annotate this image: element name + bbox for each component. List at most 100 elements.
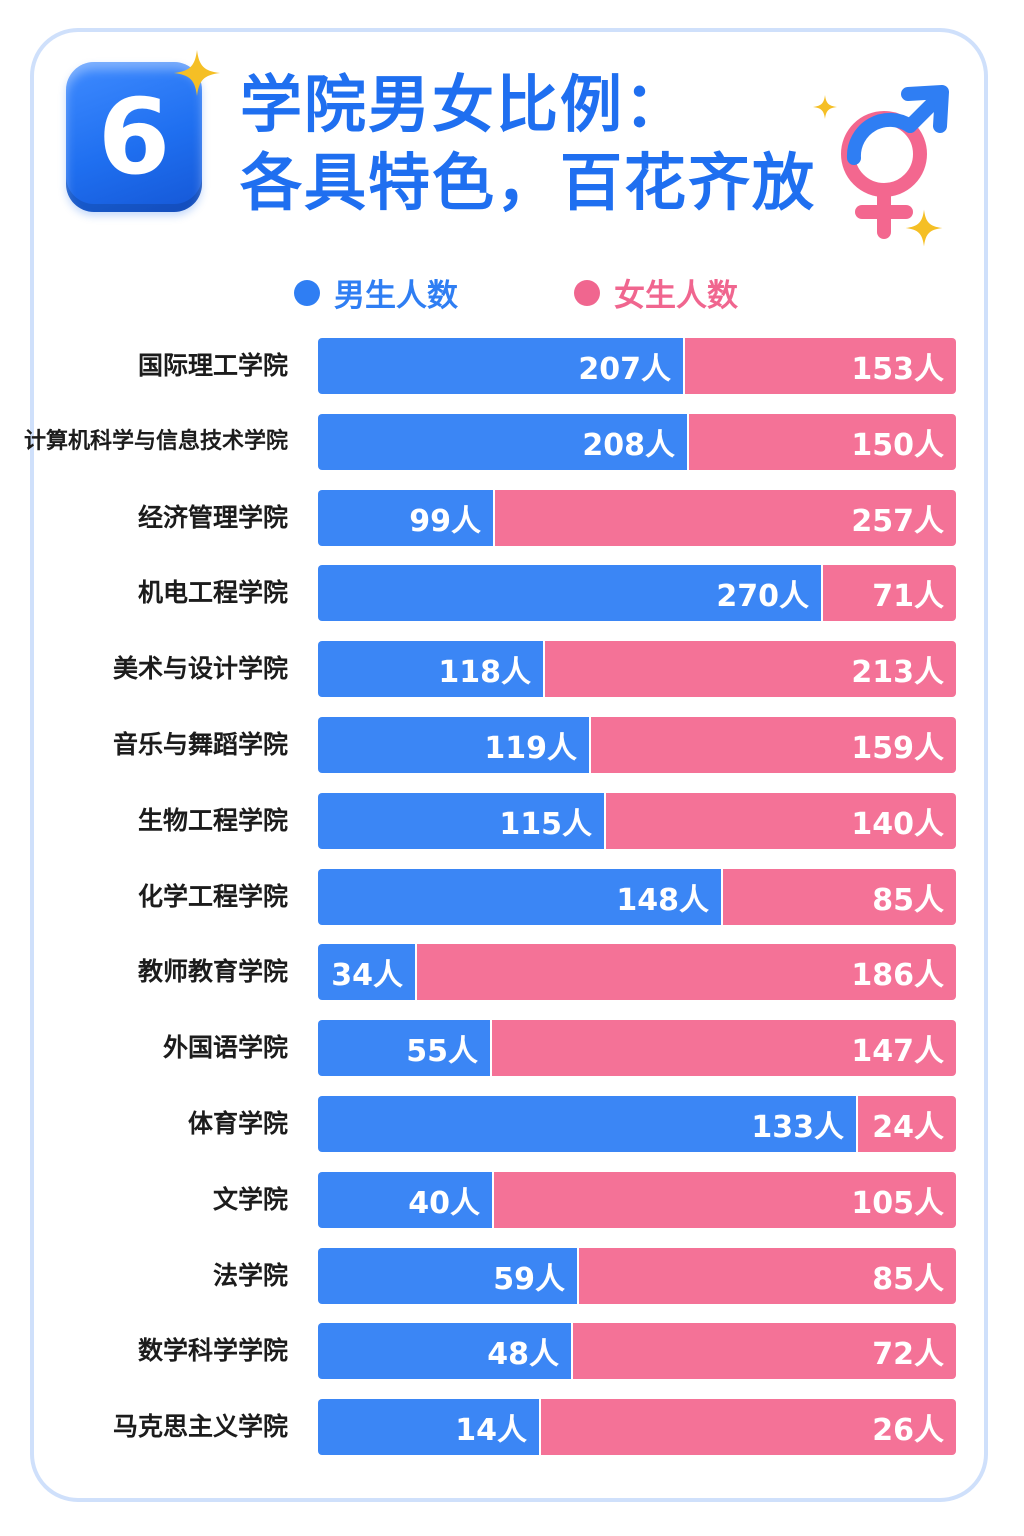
bar-row: 美术与设计学院 118人 213人	[0, 641, 1024, 697]
data-label-male: 34人	[331, 958, 403, 993]
data-label-male: 270人	[716, 579, 809, 614]
data-label-female: 140人	[851, 807, 944, 842]
section-number: 6	[97, 76, 171, 198]
category-label: 机电工程学院	[137, 578, 288, 607]
data-label-male: 55人	[406, 1034, 478, 1069]
category-label: 法学院	[212, 1261, 288, 1290]
category-label: 经济管理学院	[137, 503, 288, 532]
sparkle-icon	[174, 50, 220, 96]
bar-segment-male: 55人	[318, 1020, 492, 1076]
category-label: 体育学院	[187, 1109, 288, 1138]
data-label-male: 115人	[499, 807, 592, 842]
stacked-bar: 118人 213人	[318, 641, 956, 697]
legend-label-female: 女生人数	[614, 278, 738, 314]
stacked-bar: 48人 72人	[318, 1323, 956, 1379]
bar-segment-female: 186人	[417, 944, 956, 1000]
bar-segment-male: 59人	[318, 1248, 579, 1304]
sparkle-icon	[813, 95, 837, 119]
data-label-male: 208人	[582, 428, 675, 463]
bar-segment-female: 153人	[685, 338, 956, 394]
data-label-male: 119人	[484, 731, 577, 766]
data-label-male: 48人	[487, 1337, 559, 1372]
bar-segment-male: 133人	[318, 1096, 858, 1152]
data-label-female: 24人	[872, 1110, 944, 1145]
gender-symbol-icon	[841, 85, 949, 239]
bar-row: 机电工程学院 270人 71人	[0, 565, 1024, 621]
category-label: 国际理工学院	[137, 351, 288, 380]
data-label-female: 159人	[851, 731, 944, 766]
bar-segment-male: 99人	[318, 490, 495, 546]
bar-segment-male: 118人	[318, 641, 545, 697]
stacked-bar: 133人 24人	[318, 1096, 956, 1152]
data-label-male: 99人	[409, 504, 481, 539]
category-label: 生物工程学院	[137, 806, 288, 835]
legend-item-male: 男生人数	[294, 270, 458, 315]
bar-segment-female: 213人	[545, 641, 956, 697]
bar-segment-male: 14人	[318, 1399, 541, 1455]
data-label-female: 257人	[851, 504, 944, 539]
data-label-male: 207人	[578, 352, 671, 387]
bar-segment-male: 148人	[318, 869, 723, 925]
bar-segment-male: 34人	[318, 944, 417, 1000]
data-label-female: 85人	[872, 883, 944, 918]
sparkle-icon	[905, 209, 943, 247]
page-title: 学院男女比例： 各具特色，百花齐放	[240, 66, 816, 222]
stacked-bar: 99人 257人	[318, 490, 956, 546]
legend-item-female: 女生人数	[574, 270, 738, 315]
data-label-female: 186人	[851, 958, 944, 993]
data-label-female: 147人	[851, 1034, 944, 1069]
data-label-female: 153人	[851, 352, 944, 387]
legend-dot-male	[294, 279, 320, 306]
bar-row: 国际理工学院 207人 153人	[0, 338, 1024, 394]
bar-segment-female: 147人	[492, 1020, 956, 1076]
data-label-female: 72人	[872, 1337, 944, 1372]
data-label-male: 14人	[455, 1413, 527, 1448]
category-label: 马克思主义学院	[112, 1412, 288, 1441]
bar-row: 计算机科学与信息技术学院 208人 150人	[0, 414, 1024, 470]
bar-segment-female: 24人	[858, 1096, 956, 1152]
data-label-male: 133人	[751, 1110, 844, 1145]
bar-segment-female: 140人	[606, 793, 956, 849]
bar-row: 体育学院 133人 24人	[0, 1096, 1024, 1152]
bar-segment-male: 270人	[318, 565, 823, 621]
bar-segment-female: 105人	[494, 1172, 956, 1228]
data-label-female: 150人	[851, 428, 944, 463]
data-label-female: 71人	[872, 579, 944, 614]
bar-row: 教师教育学院 34人 186人	[0, 944, 1024, 1000]
stacked-bar: 55人 147人	[318, 1020, 956, 1076]
stacked-bar: 40人 105人	[318, 1172, 956, 1228]
bar-segment-male: 207人	[318, 338, 685, 394]
stacked-bar: 34人 186人	[318, 944, 956, 1000]
stacked-bar: 59人 85人	[318, 1248, 956, 1304]
bar-row: 生物工程学院 115人 140人	[0, 793, 1024, 849]
title-line-1: 学院男女比例：	[240, 68, 689, 141]
bar-row: 文学院 40人 105人	[0, 1172, 1024, 1228]
stacked-bar: 115人 140人	[318, 793, 956, 849]
stacked-bar: 14人 26人	[318, 1399, 956, 1455]
category-label: 教师教育学院	[137, 957, 288, 986]
bar-segment-female: 71人	[823, 565, 956, 621]
bar-row: 外国语学院 55人 147人	[0, 1020, 1024, 1076]
stacked-bar: 207人 153人	[318, 338, 956, 394]
stacked-bar: 270人 71人	[318, 565, 956, 621]
data-label-male: 59人	[493, 1262, 565, 1297]
bar-row: 经济管理学院 99人 257人	[0, 490, 1024, 546]
stacked-bar: 119人 159人	[318, 717, 956, 773]
bar-segment-female: 26人	[541, 1399, 956, 1455]
bar-segment-female: 257人	[495, 490, 956, 546]
bar-segment-male: 119人	[318, 717, 591, 773]
category-label: 音乐与舞蹈学院	[112, 730, 288, 759]
section-number-badge: 6	[66, 62, 202, 212]
bar-segment-male: 40人	[318, 1172, 494, 1228]
bar-row: 音乐与舞蹈学院 119人 159人	[0, 717, 1024, 773]
bar-segment-female: 150人	[689, 414, 956, 470]
category-label: 美术与设计学院	[112, 654, 288, 683]
stacked-bar: 208人 150人	[318, 414, 956, 470]
bar-row: 法学院 59人 85人	[0, 1248, 1024, 1304]
data-label-male: 118人	[438, 655, 531, 690]
bar-segment-female: 159人	[591, 717, 956, 773]
data-label-male: 148人	[616, 883, 709, 918]
data-label-female: 213人	[851, 655, 944, 690]
data-label-female: 85人	[872, 1262, 944, 1297]
data-label-female: 105人	[851, 1186, 944, 1221]
